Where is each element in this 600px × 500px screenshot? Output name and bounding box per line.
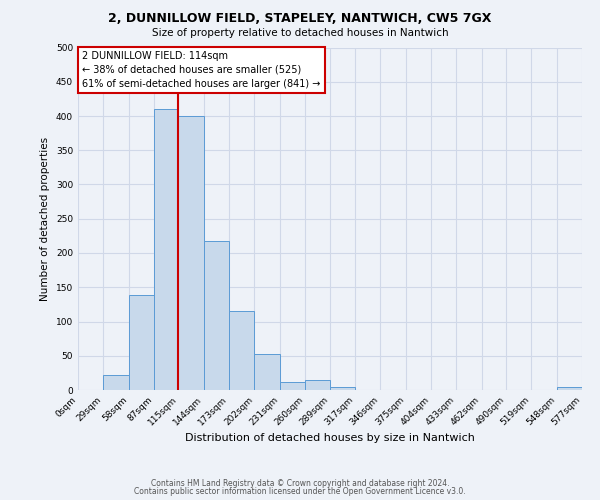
Bar — [178, 116, 204, 390]
Bar — [103, 375, 128, 390]
Text: 2 DUNNILLOW FIELD: 114sqm
← 38% of detached houses are smaller (525)
61% of semi: 2 DUNNILLOW FIELD: 114sqm ← 38% of detac… — [82, 51, 321, 89]
Bar — [128, 296, 154, 390]
Bar — [331, 386, 355, 390]
Text: Contains HM Land Registry data © Crown copyright and database right 2024.: Contains HM Land Registry data © Crown c… — [151, 478, 449, 488]
Y-axis label: Number of detached properties: Number of detached properties — [40, 136, 50, 301]
Text: Contains public sector information licensed under the Open Government Licence v3: Contains public sector information licen… — [134, 487, 466, 496]
Bar — [557, 386, 582, 390]
Bar — [229, 311, 254, 390]
Bar — [204, 240, 229, 390]
Bar — [280, 382, 305, 390]
Bar — [154, 109, 178, 390]
Bar — [254, 354, 280, 390]
X-axis label: Distribution of detached houses by size in Nantwich: Distribution of detached houses by size … — [185, 432, 475, 442]
Bar — [305, 380, 331, 390]
Text: Size of property relative to detached houses in Nantwich: Size of property relative to detached ho… — [152, 28, 448, 38]
Text: 2, DUNNILLOW FIELD, STAPELEY, NANTWICH, CW5 7GX: 2, DUNNILLOW FIELD, STAPELEY, NANTWICH, … — [109, 12, 491, 26]
